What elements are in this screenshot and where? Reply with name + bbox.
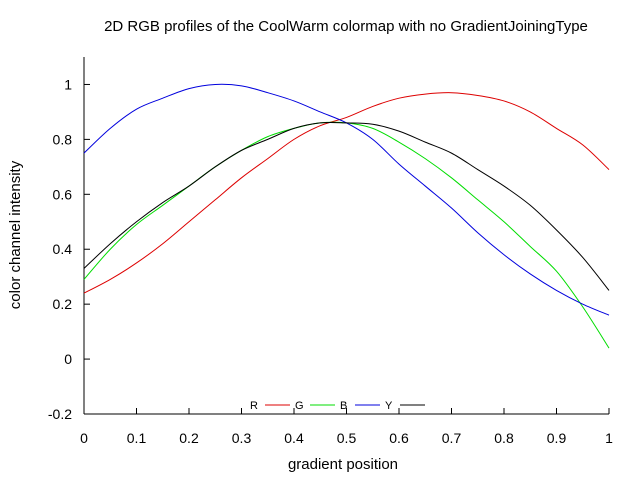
x-tick-label: 0.7	[442, 430, 462, 446]
series-line-r	[83, 92, 610, 294]
x-tick-label: 0.1	[127, 430, 147, 446]
y-tick-label: 0.6	[53, 186, 73, 202]
series-line-b	[83, 83, 610, 316]
x-tick-label: 0.9	[547, 430, 567, 446]
axes	[83, 57, 609, 415]
x-tick-label: 1	[605, 430, 613, 446]
legend-label-y: Y	[385, 400, 393, 412]
legend-label-r: R	[250, 400, 258, 412]
series-lines	[83, 83, 610, 349]
series-line-g	[83, 121, 610, 349]
y-tick-label: 0.8	[53, 131, 73, 147]
x-tick-label: 0.8	[494, 430, 514, 446]
x-tick-label: 0.4	[284, 430, 304, 446]
series-line-y	[83, 121, 610, 291]
chart-title: 2D RGB profiles of the CoolWarm colormap…	[104, 18, 588, 35]
legend-label-b: B	[340, 400, 347, 412]
x-tick-label: 0.5	[337, 430, 357, 446]
y-tick-label: 0.2	[53, 296, 73, 312]
x-tick-label: 0.2	[179, 430, 199, 446]
x-axis-label: gradient position	[288, 456, 398, 473]
y-tick-label: 0.4	[53, 241, 73, 257]
y-tick-label: -0.2	[48, 406, 72, 422]
x-tick-label: 0	[80, 430, 88, 446]
x-tick-label: 0.3	[232, 430, 252, 446]
y-ticks: -0.2 0 0.2 0.4 0.6 0.8 1	[48, 76, 90, 422]
y-tick-label: 0	[64, 351, 72, 367]
y-axis-label: color channel intensity	[7, 160, 24, 309]
y-tick-label: 1	[64, 76, 72, 92]
x-tick-label: 0.6	[389, 430, 409, 446]
x-ticks: 0 0.1 0.2 0.3 0.4 0.5 0.6 0.7 0.8 0.9 1	[80, 408, 613, 446]
legend-label-g: G	[295, 400, 304, 412]
